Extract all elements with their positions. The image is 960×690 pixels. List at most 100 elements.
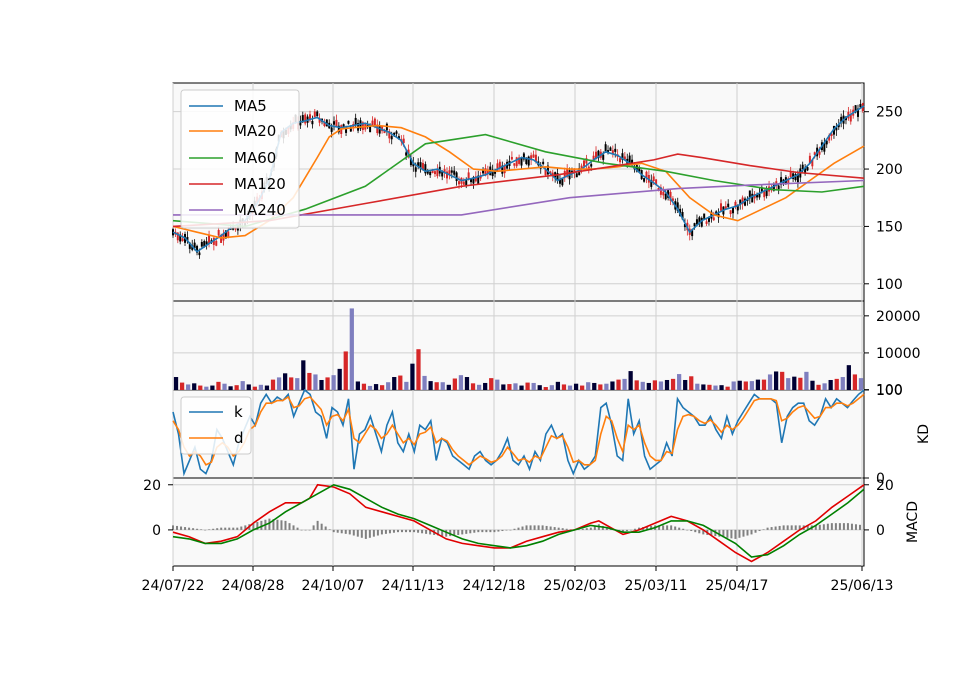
volume-bar — [343, 351, 348, 390]
candle-body — [727, 203, 730, 208]
macd-histogram-bar — [690, 529, 693, 532]
macd-histogram-bar — [212, 528, 215, 530]
candle-body — [342, 124, 345, 127]
macd-histogram-bar — [348, 529, 351, 535]
macd-histogram-bar — [308, 529, 311, 531]
volume-bar — [373, 384, 379, 390]
macd-histogram-bar — [698, 529, 701, 534]
candle-body — [835, 127, 838, 131]
macd-histogram-bar — [730, 529, 733, 539]
volume-bar — [507, 384, 512, 390]
volume-bar — [519, 385, 524, 390]
legend-ma60: MA60 — [234, 149, 276, 167]
volume-bar — [616, 379, 621, 390]
volume-bar — [222, 383, 227, 390]
macd-histogram-bar — [625, 529, 628, 532]
macd-histogram-bar — [356, 529, 359, 537]
volume-bars — [173, 308, 864, 390]
macd-histogram-bar — [445, 529, 448, 537]
volume-bar — [398, 375, 403, 390]
macd-histogram-bar — [272, 519, 275, 530]
candle-body — [619, 158, 622, 163]
y-tick-label: 200 — [876, 162, 903, 178]
macd-histogram-bar — [477, 529, 480, 533]
candle-body — [376, 124, 379, 134]
macd-histogram-bar — [236, 527, 239, 530]
volume-bar — [858, 378, 864, 390]
volume-bar — [240, 381, 245, 390]
macd-histogram-bar — [525, 525, 528, 530]
candle-body — [825, 140, 828, 145]
candle-body — [491, 169, 494, 176]
volume-bar — [555, 381, 561, 390]
volume-bar — [276, 377, 282, 390]
macd-histogram-bar — [561, 528, 564, 530]
candle-body — [409, 158, 412, 166]
candle-body — [604, 144, 607, 153]
candle-body — [354, 117, 357, 125]
macd-histogram-bar — [778, 525, 781, 530]
candle-body — [561, 177, 564, 186]
volume-bar — [598, 384, 603, 390]
volume-bar — [404, 381, 409, 390]
candle-body — [734, 201, 737, 208]
candle-body — [191, 245, 194, 250]
macd-histogram-bar — [268, 518, 271, 530]
candle-body — [203, 241, 206, 247]
candle-body — [712, 217, 715, 221]
macd-histogram-bar — [300, 529, 303, 531]
candle-body — [676, 202, 679, 211]
candle-body — [719, 203, 722, 211]
macd-histogram-bar — [392, 529, 395, 533]
macd-histogram-bar — [469, 529, 472, 534]
macd-histogram-bar — [192, 528, 195, 530]
macd-histogram-bar — [750, 529, 753, 535]
volume-bar — [816, 384, 821, 390]
candle-body — [556, 173, 559, 182]
candle-body — [645, 171, 648, 178]
legend-ma20: MA20 — [234, 122, 276, 140]
macd-histogram-bar — [774, 526, 777, 530]
candle-body — [751, 193, 754, 203]
macd-histogram-bar — [702, 529, 705, 535]
macd-histogram-bar — [376, 529, 379, 536]
volume-bar — [258, 384, 264, 390]
candle-body — [662, 191, 665, 196]
volume-bar — [452, 378, 457, 390]
volume-bar — [416, 349, 421, 390]
candle-body — [503, 165, 506, 174]
candle-body — [652, 176, 655, 181]
ma-line-ma240 — [173, 179, 865, 216]
candle-body — [477, 175, 480, 185]
volume-bar — [840, 377, 845, 390]
macd-histogram-bar — [517, 527, 520, 530]
volume-bar — [367, 385, 373, 390]
y-tick-label-left: 0 — [152, 523, 161, 539]
candle-body — [744, 198, 747, 206]
macd-histogram-bar — [734, 529, 737, 539]
volume-bar — [198, 385, 203, 390]
volume-bar — [501, 384, 506, 390]
macd-histogram-bar — [794, 525, 797, 530]
volume-bar — [804, 371, 809, 390]
ma-line-ma60 — [172, 133, 865, 228]
candle-body — [316, 111, 319, 117]
macd-histogram-bar — [621, 529, 624, 533]
volume-bar — [761, 379, 767, 390]
volume-bar — [701, 384, 706, 390]
candle-body — [683, 223, 686, 228]
candle-body — [193, 242, 196, 249]
candle-body — [188, 242, 191, 249]
volume-bar — [307, 372, 312, 390]
candle-body — [671, 198, 674, 201]
macd-histogram-bar — [396, 529, 399, 533]
volume-bar — [573, 383, 579, 390]
candle-body — [602, 154, 605, 160]
macd-histogram-bar — [336, 529, 339, 533]
volume-bar — [810, 380, 815, 390]
x-tick-label: 24/07/22 — [142, 578, 205, 594]
candle-body — [611, 150, 614, 155]
macd-histogram-bar — [674, 526, 677, 530]
volume-bar — [586, 382, 591, 390]
